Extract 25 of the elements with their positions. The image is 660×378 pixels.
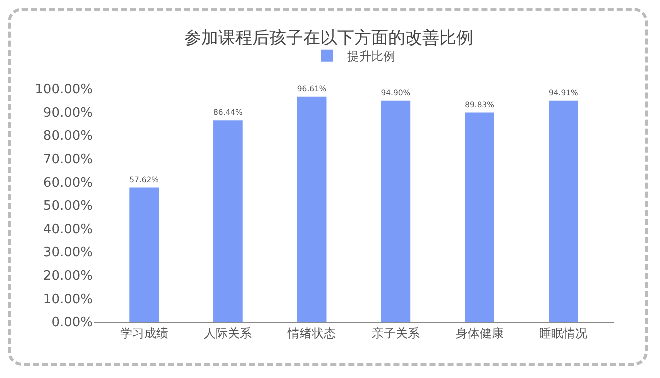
y-tick-label: 90.00% bbox=[43, 106, 93, 121]
y-tick-label: 0.00% bbox=[52, 316, 93, 331]
y-tick-label: 40.00% bbox=[43, 222, 93, 238]
bar bbox=[549, 100, 578, 322]
x-tick-label: 情绪状态 bbox=[287, 326, 336, 340]
bar bbox=[214, 120, 243, 322]
y-tick-label: 50.00% bbox=[43, 199, 93, 214]
x-tick-label: 睡眠情况 bbox=[540, 326, 588, 340]
legend-label: 提升比例 bbox=[348, 50, 396, 64]
chart-title: 参加课程后孩子在以下方面的改善比例 bbox=[184, 28, 474, 48]
y-tick-label: 70.00% bbox=[43, 152, 93, 168]
x-tick-label: 学习成绩 bbox=[120, 326, 168, 340]
bar bbox=[130, 188, 159, 322]
y-tick-label: 60.00% bbox=[43, 176, 93, 191]
y-tick-label: 80.00% bbox=[43, 129, 93, 144]
y-tick-label: 30.00% bbox=[43, 246, 93, 261]
bar bbox=[381, 100, 411, 322]
y-tick-label: 100.00% bbox=[35, 82, 93, 98]
x-tick-label: 亲子关系 bbox=[372, 326, 420, 340]
y-tick-label: 10.00% bbox=[43, 292, 93, 308]
y-tick-label: 20.00% bbox=[43, 268, 93, 284]
x-tick-label: 身体健康 bbox=[456, 326, 504, 340]
bar bbox=[297, 96, 327, 322]
x-tick-label: 人际关系 bbox=[204, 326, 252, 340]
bar bbox=[465, 112, 494, 322]
